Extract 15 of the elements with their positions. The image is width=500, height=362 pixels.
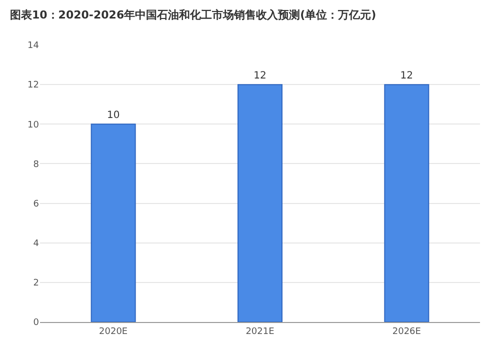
data-label: 12	[400, 70, 414, 82]
chart-title: 图表10：2020-2026年中国石油和化工市场销售收入预测(单位：万亿元)	[10, 8, 376, 22]
x-tick-label: 2026E	[392, 326, 422, 337]
x-tick-label: 2021E	[246, 326, 275, 337]
y-tick-label: 8	[33, 160, 40, 170]
y-tick-label: 10	[28, 120, 40, 130]
y-tick-label: 12	[28, 80, 39, 91]
y-tick-label: 2	[33, 278, 39, 289]
y-tick-label: 14	[28, 41, 40, 52]
y-tick-label: 6	[33, 199, 40, 210]
y-tick-label: 4	[33, 239, 40, 250]
data-label: 10	[106, 110, 120, 122]
data-label: 12	[254, 70, 266, 82]
x-tick-label: 2020E	[99, 326, 128, 337]
y-tick-label: 0	[33, 318, 40, 328]
